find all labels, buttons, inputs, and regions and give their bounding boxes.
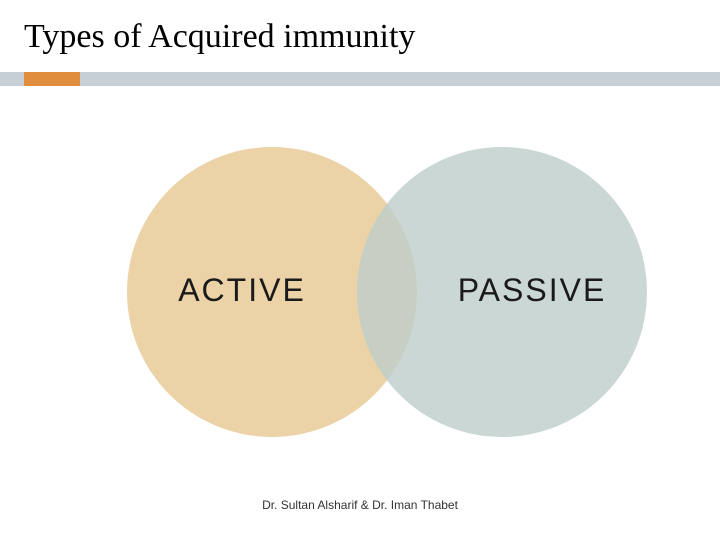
footer-credits: Dr. Sultan Alsharif & Dr. Iman Thabet	[0, 498, 720, 512]
slide: Types of Acquired immunity ACTIVE PASSIV…	[0, 0, 720, 540]
title-underline-accent	[24, 72, 80, 86]
title-underline-bar	[0, 72, 720, 86]
page-title: Types of Acquired immunity	[24, 18, 415, 56]
venn-diagram: ACTIVE PASSIVE	[0, 122, 720, 462]
venn-left-label: ACTIVE	[142, 272, 342, 309]
venn-right-label: PASSIVE	[432, 272, 632, 309]
